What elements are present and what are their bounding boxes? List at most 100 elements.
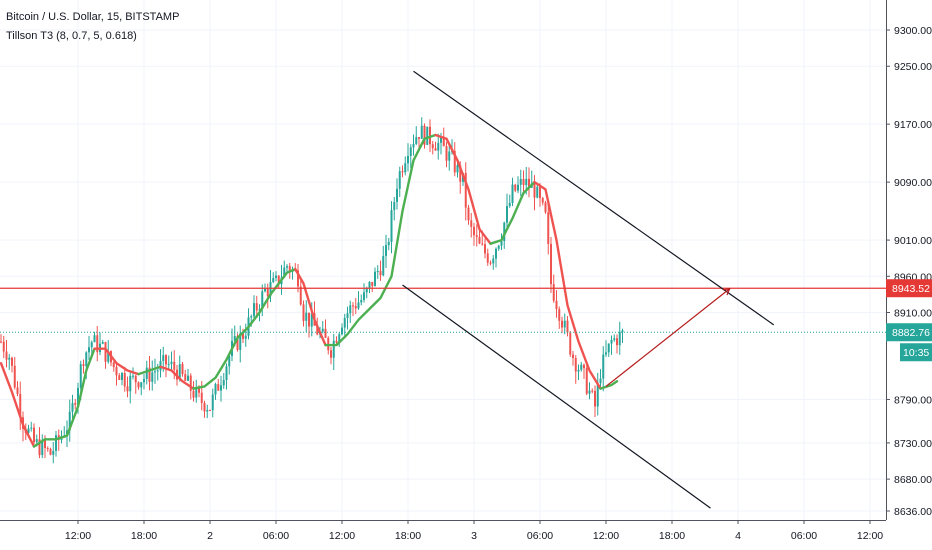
candle-body — [561, 320, 563, 328]
candle-body — [486, 253, 489, 263]
candle-body — [55, 435, 57, 451]
t3-segment-up — [599, 380, 619, 390]
candle-body — [44, 440, 46, 449]
candle-body — [143, 378, 145, 383]
candle-body — [170, 361, 173, 364]
candle-body — [101, 342, 104, 344]
candle-body — [35, 439, 38, 442]
candle-body — [310, 313, 313, 327]
candle-body — [610, 339, 613, 344]
candle-body — [253, 303, 255, 317]
candle-body — [13, 365, 16, 388]
candle-body — [220, 385, 222, 391]
candle-body — [16, 387, 19, 394]
candle-body — [429, 126, 431, 145]
t3-segment-down — [434, 133, 492, 245]
candle-body — [456, 165, 459, 173]
candle-body — [431, 144, 434, 149]
price-axis[interactable]: 9300.009250.009170.009090.009010.008960.… — [886, 0, 932, 550]
candle-body — [192, 390, 195, 398]
y-tick-label: 9010.00 — [894, 235, 932, 247]
candle-body — [206, 409, 209, 412]
candle-body — [511, 184, 514, 203]
candle-body — [181, 364, 184, 375]
x-tick-label: 18:00 — [131, 530, 157, 542]
candle-body — [393, 201, 396, 211]
candle-body — [445, 146, 448, 161]
candle-body — [2, 341, 5, 352]
candle-body — [420, 125, 423, 139]
chart-legend: Bitcoin / U.S. Dollar, 15, BITSTAMP Till… — [6, 8, 179, 46]
candle-body — [33, 427, 35, 442]
candle-body — [189, 375, 192, 391]
candle-body — [352, 305, 354, 307]
y-tick-label: 8910.00 — [894, 308, 932, 320]
last-price-label: 8882.76 — [892, 327, 930, 339]
candle-body — [346, 313, 349, 318]
candle-body — [283, 267, 286, 278]
candle-body — [236, 336, 239, 350]
candle-body — [156, 370, 159, 372]
indicator-title[interactable]: Tillson T3 (8, 0.7, 5, 0.618) — [6, 30, 137, 42]
candle-body — [506, 206, 508, 223]
x-tick-label: 12:00 — [329, 530, 355, 542]
trendline[interactable] — [402, 284, 711, 509]
candle-body — [492, 258, 495, 264]
t3-segment-up — [324, 133, 437, 347]
countdown-label-bg — [900, 343, 932, 362]
candle-body — [588, 390, 591, 394]
x-tick-label: 2 — [207, 530, 213, 542]
candle-body — [409, 147, 412, 156]
candle-body — [374, 271, 376, 287]
y-tick-label: 9090.00 — [894, 177, 932, 189]
candle-body — [308, 312, 310, 327]
candle-body — [209, 409, 211, 411]
t3-segment-up — [32, 347, 96, 448]
candle-body — [68, 411, 71, 431]
x-tick-label: 12:00 — [593, 530, 619, 542]
candle-body — [360, 299, 363, 303]
candle-body — [602, 354, 605, 379]
candle-body — [379, 270, 382, 276]
trendline[interactable] — [413, 70, 775, 326]
candle-body — [514, 184, 517, 191]
t3-segment-down — [533, 180, 602, 390]
t3-segment-up — [489, 180, 536, 245]
price-axis-bg — [886, 0, 932, 550]
candle-body — [495, 248, 497, 259]
candle-body — [52, 450, 55, 455]
candle-body — [121, 373, 123, 381]
candle-body — [297, 270, 299, 287]
x-tick-label: 4 — [735, 530, 741, 542]
time-axis[interactable]: 12:00 18:00 2 06:00 12:00 18:00 3 06:00 12:00 18:… — [0, 520, 932, 550]
candle-body — [407, 155, 409, 164]
y-tick-label: 8636.00 — [894, 506, 932, 518]
candle-body — [5, 351, 8, 360]
candle-body — [27, 428, 30, 433]
candle-body — [71, 403, 74, 412]
candle-body — [74, 403, 77, 405]
candle-body — [0, 341, 2, 343]
candle-body — [275, 275, 277, 278]
candle-body — [250, 316, 253, 318]
candle-body — [49, 448, 52, 455]
candle-body — [137, 382, 140, 388]
candle-body — [118, 375, 121, 381]
candle-body — [596, 383, 599, 407]
candle-body — [354, 305, 357, 309]
candle-body — [574, 358, 577, 372]
drawn-lines[interactable] — [0, 70, 886, 509]
candle-body — [151, 372, 154, 382]
candle-body — [162, 355, 165, 362]
candle-body — [558, 309, 561, 321]
candle-body — [132, 375, 134, 377]
projection-arrow[interactable] — [605, 288, 731, 387]
candle-body — [481, 243, 484, 245]
candle-body — [536, 186, 539, 198]
symbol-title[interactable]: Bitcoin / U.S. Dollar, 15, BITSTAMP — [6, 11, 180, 23]
candle-body — [464, 172, 467, 208]
candle-body — [217, 384, 220, 391]
candle-body — [85, 352, 88, 366]
t3-segment-down — [0, 362, 36, 448]
